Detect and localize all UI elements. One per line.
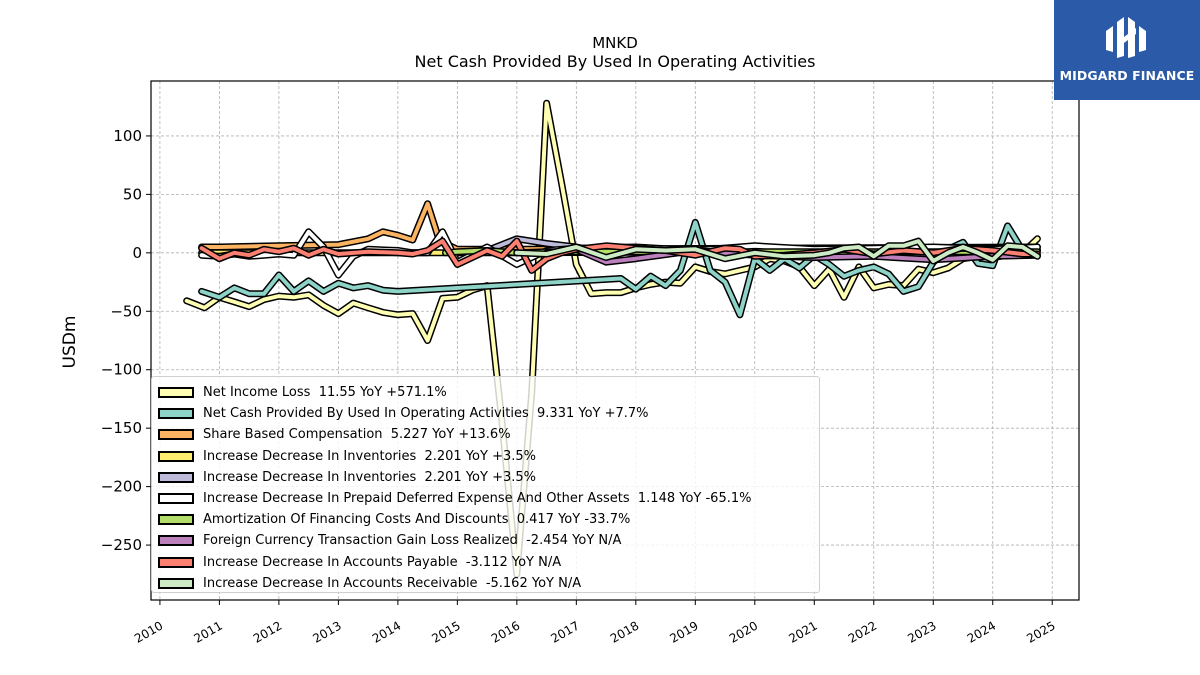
legend-entry: Foreign Currency Transaction Gain Loss R…: [158, 530, 819, 551]
y-tick-label: 0: [132, 244, 142, 262]
x-tick-label: 2013: [310, 618, 343, 645]
y-tick-label: 50: [123, 185, 142, 203]
legend-swatch: [158, 450, 194, 462]
legend-swatch: [158, 493, 194, 505]
legend-label: Increase Decrease In Inventories 2.201 Y…: [203, 469, 536, 485]
legend-swatch: [158, 535, 194, 547]
legend-swatch: [158, 471, 194, 483]
legend-label: Increase Decrease In Inventories 2.201 Y…: [203, 448, 536, 464]
x-tick-label: 2010: [132, 618, 165, 645]
brand-name: MIDGARD FINANCE: [1059, 68, 1195, 83]
x-tick-label: 2020: [727, 618, 760, 645]
x-tick-label: 2022: [846, 618, 879, 645]
legend-label: Increase Decrease In Accounts Receivable…: [203, 575, 582, 591]
legend-label: Foreign Currency Transaction Gain Loss R…: [203, 533, 622, 549]
series-line-stroke: [514, 239, 1040, 263]
series-line: [198, 218, 1041, 319]
legend-swatch: [158, 429, 194, 441]
legend-entry: Share Based Compensation 5.227 YoY +13.6…: [158, 424, 819, 445]
x-tick-label: 2018: [608, 618, 641, 645]
y-tick-label: −50: [110, 302, 142, 320]
legend-entry: Increase Decrease In Inventories 2.201 Y…: [158, 467, 819, 488]
y-tick-label: −150: [101, 419, 142, 437]
series-line: [198, 237, 1041, 274]
series-lines: [183, 99, 1041, 578]
legend-label: Amortization Of Financing Costs And Disc…: [203, 512, 631, 528]
legend-swatch: [158, 577, 194, 589]
legend-entry: Net Income Loss 11.55 YoY +571.1%: [158, 382, 819, 403]
legend-label: Share Based Compensation 5.227 YoY +13.6…: [203, 427, 511, 443]
legend-entry: Increase Decrease In Prepaid Deferred Ex…: [158, 488, 819, 509]
series-line: [513, 237, 1041, 265]
series-line-stroke: [199, 220, 1040, 317]
legend-label: Increase Decrease In Prepaid Deferred Ex…: [203, 491, 752, 507]
x-tick-label: 2024: [965, 618, 998, 645]
chart-title: MNKD: [592, 34, 638, 52]
legend-swatch: [158, 408, 194, 420]
x-tick-label: 2015: [429, 618, 462, 645]
x-tick-label: 2025: [1024, 618, 1057, 645]
legend-entry: Increase Decrease In Accounts Receivable…: [158, 573, 819, 594]
x-tick-label: 2016: [489, 618, 522, 645]
x-tick-label: 2023: [905, 618, 938, 645]
y-tick-label: −100: [101, 361, 142, 379]
legend-swatch: [158, 556, 194, 568]
midgard-logo-icon: [1106, 17, 1146, 58]
y-axis-label: USDm: [60, 316, 80, 369]
x-tick-label: 2019: [667, 618, 700, 645]
legend-swatch: [158, 387, 194, 399]
chart-subtitle: Net Cash Provided By Used In Operating A…: [415, 52, 816, 71]
series-line-outline: [198, 218, 1041, 319]
x-tick-label: 2021: [786, 618, 819, 645]
legend-entry: Increase Decrease In Accounts Payable -3…: [158, 552, 819, 573]
legend-swatch: [158, 514, 194, 526]
y-tick-label: −200: [101, 478, 142, 496]
y-tick-label: −250: [101, 536, 142, 554]
brand-logo: MIDGARD FINANCE: [1054, 0, 1200, 100]
legend-entry: Net Cash Provided By Used In Operating A…: [158, 403, 819, 424]
x-tick-label: 2012: [251, 618, 284, 645]
legend-entry: Amortization Of Financing Costs And Disc…: [158, 509, 819, 530]
x-tick-label: 2014: [370, 618, 403, 645]
legend-entry: Increase Decrease In Inventories 2.201 Y…: [158, 446, 819, 467]
x-tick-label: 2011: [191, 618, 224, 645]
legend-label: Net Cash Provided By Used In Operating A…: [203, 406, 649, 422]
series-line-stroke: [199, 239, 1040, 273]
legend: Net Income Loss 11.55 YoY +571.1% Net Cas…: [151, 376, 820, 593]
y-tick-label: 100: [113, 127, 142, 145]
plot-frame: [150, 80, 1080, 601]
x-tick-label: 2017: [548, 618, 581, 645]
legend-label: Net Income Loss 11.55 YoY +571.1%: [203, 385, 447, 401]
legend-label: Increase Decrease In Accounts Payable -3…: [203, 554, 562, 570]
